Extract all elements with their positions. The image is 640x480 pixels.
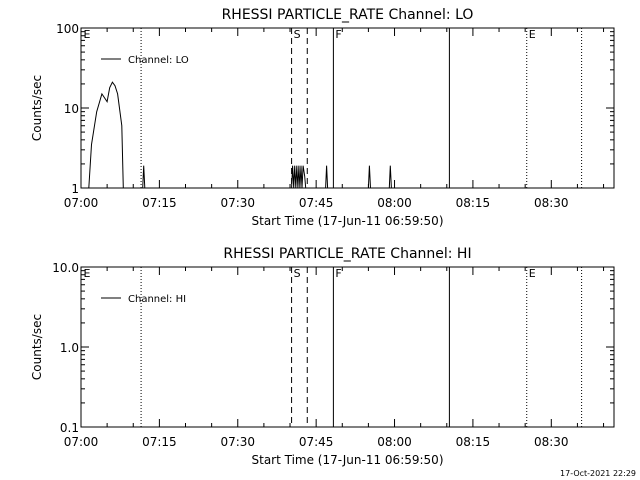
y-tick-label: 10.0 bbox=[52, 261, 79, 275]
event-marker-label: S bbox=[294, 28, 301, 41]
x-tick-label: 08:00 bbox=[377, 435, 412, 449]
event-marker-label: E bbox=[529, 28, 536, 41]
x-tick-label: 07:30 bbox=[220, 435, 255, 449]
x-axis-label: Start Time (17-Jun-11 06:59:50) bbox=[252, 214, 444, 228]
legend-label: Channel: LO bbox=[128, 55, 189, 66]
x-tick-label: 07:15 bbox=[142, 196, 177, 210]
y-tick-label: 100 bbox=[56, 22, 79, 36]
x-tick-label: 07:00 bbox=[64, 435, 99, 449]
plot-frame bbox=[80, 27, 615, 189]
y-tick-label: 1.0 bbox=[60, 341, 79, 355]
x-axis-label: Start Time (17-Jun-11 06:59:50) bbox=[252, 453, 444, 467]
event-marker-label: S bbox=[294, 267, 301, 280]
x-tick-label: 08:15 bbox=[456, 435, 491, 449]
y-axis-label: Counts/sec bbox=[30, 75, 44, 141]
event-marker-label: E bbox=[84, 267, 91, 280]
chart-title: RHESSI PARTICLE_RATE Channel: LO bbox=[222, 7, 474, 23]
series-line bbox=[88, 81, 392, 189]
x-tick-label: 08:30 bbox=[534, 196, 569, 210]
event-marker-label: F bbox=[335, 267, 341, 280]
footer-timestamp: 17-Oct-2021 22:29 bbox=[560, 469, 636, 478]
y-tick-label: 0.1 bbox=[60, 421, 79, 435]
x-tick-label: 08:30 bbox=[534, 435, 569, 449]
event-marker-label: F bbox=[335, 28, 341, 41]
event-marker-label: E bbox=[529, 267, 536, 280]
legend-label: Channel: HI bbox=[128, 294, 186, 305]
x-tick-label: 08:00 bbox=[377, 196, 412, 210]
x-tick-label: 07:45 bbox=[299, 435, 334, 449]
x-tick-label: 07:30 bbox=[220, 196, 255, 210]
chart-title: RHESSI PARTICLE_RATE Channel: HI bbox=[223, 246, 471, 262]
x-tick-label: 07:45 bbox=[299, 196, 334, 210]
event-marker-label: E bbox=[84, 28, 91, 41]
chart-panel-2: RHESSI PARTICLE_RATE Channel: HI E S F E 0.1 1… bbox=[30, 246, 615, 467]
plot-frame bbox=[80, 266, 615, 428]
y-axis-label: Counts/sec bbox=[30, 314, 44, 380]
x-tick-label: 08:15 bbox=[456, 196, 491, 210]
y-tick-label: 10 bbox=[64, 102, 79, 116]
y-tick-label: 1 bbox=[71, 182, 79, 196]
x-tick-label: 07:00 bbox=[64, 196, 99, 210]
x-tick-label: 07:15 bbox=[142, 435, 177, 449]
chart-panel-1: RHESSI PARTICLE_RATE Channel: LO E S F E 1 10 1… bbox=[30, 7, 615, 228]
